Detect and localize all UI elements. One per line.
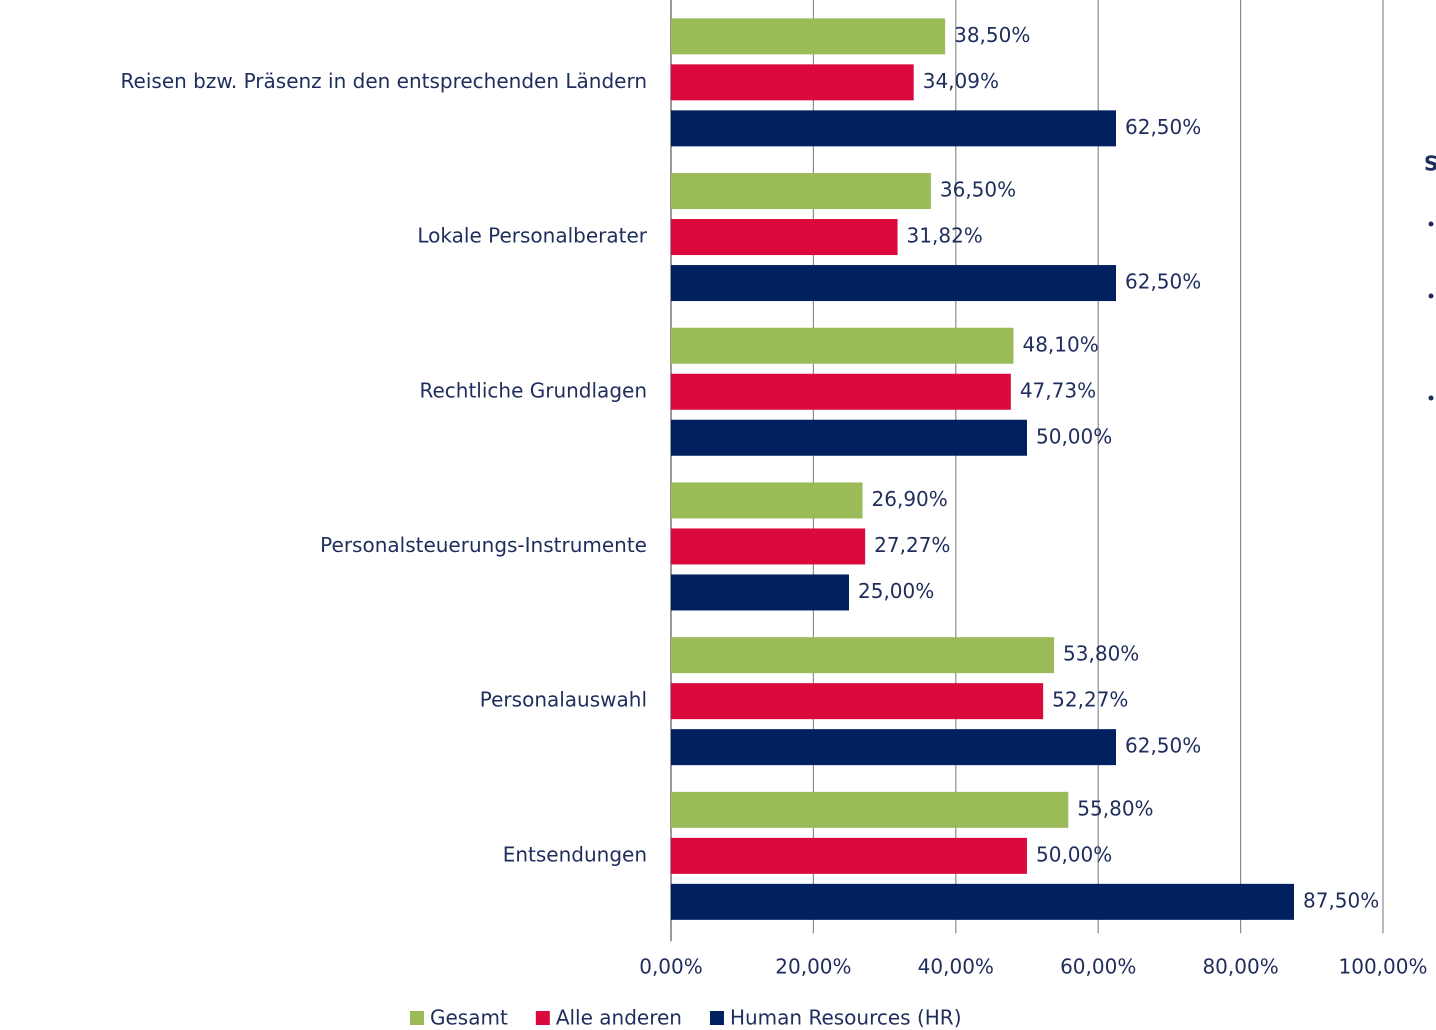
bar — [671, 18, 946, 55]
y-tick-label: Lokale Personalberater — [417, 224, 647, 248]
bullet — [1428, 395, 1434, 401]
y-tick-label: Reisen bzw. Präsenz in den entsprechende… — [121, 69, 647, 93]
legend-swatch — [535, 1011, 550, 1025]
bar — [671, 837, 1027, 874]
bar — [671, 683, 1044, 720]
value-label: 53,80% — [1063, 642, 1139, 666]
value-label: 26,90% — [872, 487, 948, 511]
x-tick-label: 40,00% — [918, 955, 994, 979]
value-label: 34,09% — [923, 69, 999, 93]
bar — [671, 219, 898, 256]
value-label: 52,27% — [1052, 688, 1128, 712]
bar — [671, 64, 914, 101]
bar — [671, 373, 1011, 410]
value-label: 62,50% — [1125, 270, 1201, 294]
bar — [671, 883, 1294, 920]
legend-swatch — [410, 1011, 424, 1025]
y-tick-label: Entsendungen — [503, 842, 647, 866]
value-label: 62,50% — [1125, 115, 1201, 139]
bar — [671, 729, 1116, 766]
x-tick-label: 100,00% — [1339, 955, 1428, 979]
value-label: 48,10% — [1022, 332, 1098, 356]
legend-label: Human Resources (HR) — [730, 1006, 962, 1030]
bar — [671, 528, 866, 565]
bar — [671, 574, 849, 611]
value-label: 27,27% — [874, 533, 950, 557]
bar — [671, 637, 1055, 674]
bar — [671, 791, 1069, 828]
y-tick-label: Rechtliche Grundlagen — [419, 378, 647, 402]
legend-swatch — [709, 1011, 724, 1025]
value-label: 25,00% — [858, 579, 934, 603]
x-tick-label: 60,00% — [1060, 955, 1136, 979]
bar — [671, 482, 863, 519]
bar — [671, 110, 1116, 147]
value-label: 38,50% — [954, 23, 1030, 47]
x-tick-label: 80,00% — [1202, 955, 1278, 979]
bar — [671, 173, 931, 210]
value-label: 47,73% — [1020, 378, 1096, 402]
bar — [671, 419, 1027, 456]
value-label: 87,50% — [1303, 888, 1379, 912]
value-label: 31,82% — [907, 224, 983, 248]
value-label: 36,50% — [940, 178, 1016, 202]
bar — [671, 327, 1014, 364]
value-label: 55,80% — [1077, 796, 1153, 820]
legend-label: Alle anderen — [556, 1006, 682, 1030]
value-label: 50,00% — [1036, 424, 1112, 448]
value-label: 62,50% — [1125, 734, 1201, 758]
legend-label: Gesamt — [430, 1006, 508, 1030]
x-tick-label: 20,00% — [775, 955, 851, 979]
side-heading: S — [1424, 152, 1436, 176]
x-tick-label: 0,00% — [639, 955, 703, 979]
bar — [671, 265, 1116, 302]
value-label: 50,00% — [1036, 842, 1112, 866]
bullet — [1428, 221, 1434, 227]
y-tick-label: Personalsteuerungs-Instrumente — [320, 533, 647, 557]
bullet — [1428, 293, 1434, 299]
y-tick-label: Personalauswahl — [480, 688, 647, 712]
